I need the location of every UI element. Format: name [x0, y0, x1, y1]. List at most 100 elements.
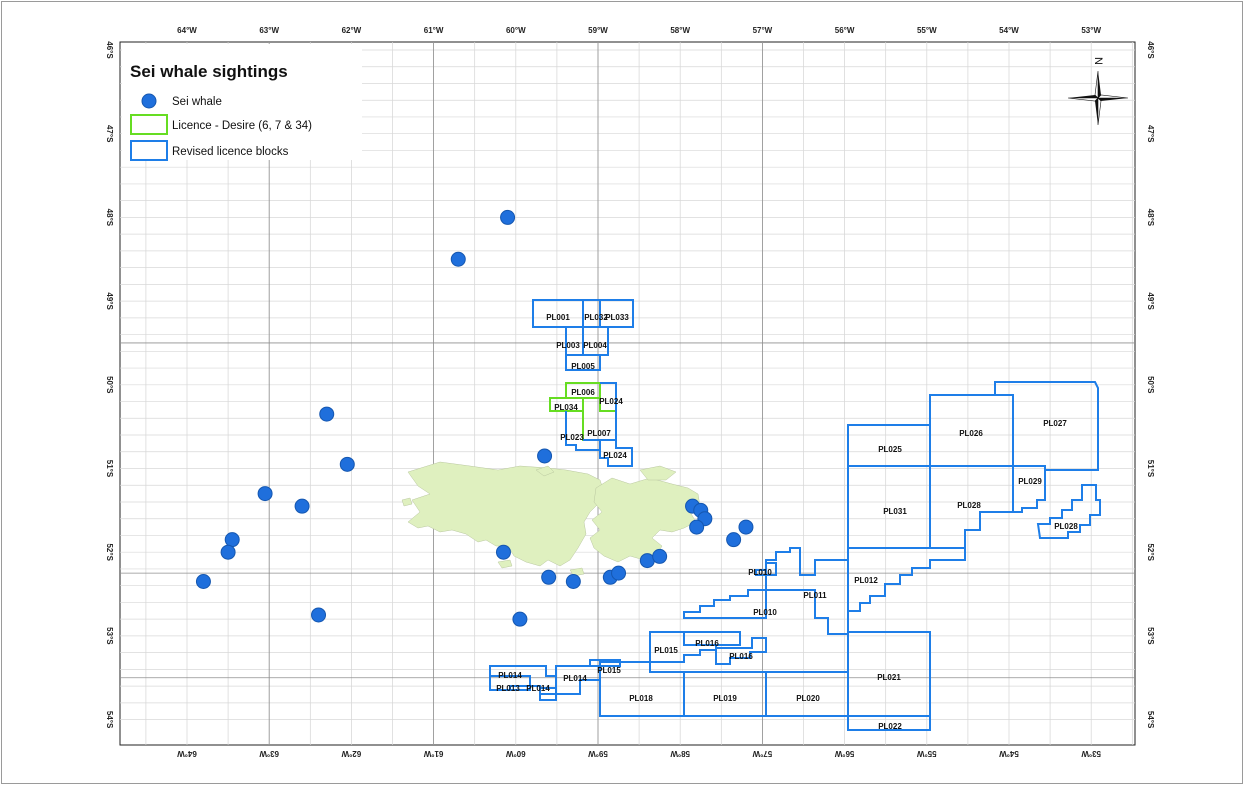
lon-label-bottom: 60°W	[506, 749, 526, 758]
block-label: PL033	[605, 313, 629, 322]
sei-whale-marker	[512, 611, 528, 627]
lat-label-left: 47°S	[105, 125, 114, 143]
block-pl024-south-outline	[599, 439, 633, 467]
lat-label-right: 51°S	[1146, 460, 1155, 478]
lon-label-top: 63°W	[259, 26, 279, 35]
block-pl012-outline	[847, 547, 966, 612]
sei-whale-marker	[738, 519, 754, 535]
lat-label-left: 54°S	[105, 711, 114, 729]
block-label: PL001	[546, 313, 570, 322]
block-label: PL026	[959, 429, 983, 438]
lon-label-bottom: 59°W	[588, 749, 608, 758]
block-pl022-outline	[847, 715, 931, 731]
block-pl016-east-outline	[715, 637, 767, 665]
block-pl013-outline	[489, 665, 557, 701]
lat-label-right: 50°S	[1146, 376, 1155, 394]
sei-whale-marker	[500, 209, 516, 225]
block-pl015-south-outline	[589, 659, 621, 667]
lat-label-right: 47°S	[1146, 125, 1155, 143]
lon-label-top: 57°W	[753, 26, 773, 35]
lon-label-top: 62°W	[342, 26, 362, 35]
lat-label-left: 53°S	[105, 627, 114, 645]
legend-title: Sei whale sightings	[130, 62, 288, 81]
sei-whale-marker	[220, 544, 236, 560]
lat-label-left: 48°S	[105, 209, 114, 227]
block-label: PL005	[571, 362, 595, 371]
legend: Sei whale sightings Sei whale Licence - …	[122, 44, 362, 161]
lon-label-bottom: 62°W	[341, 749, 361, 758]
block-label: PL028	[957, 501, 981, 510]
desire-box-icon	[130, 114, 168, 135]
sei-whale-marker	[537, 448, 553, 464]
offshore-island	[535, 465, 555, 477]
lat-label-left: 50°S	[105, 376, 114, 394]
lat-label-left: 51°S	[105, 460, 114, 478]
sei-whale-marker	[257, 486, 273, 502]
block-label: PL016	[695, 639, 719, 648]
lat-label-right: 46°S	[1146, 41, 1155, 59]
block-pl004-outline	[582, 326, 609, 356]
lat-label-right: 54°S	[1146, 711, 1155, 729]
lon-label-bottom: 55°W	[917, 749, 937, 758]
sei-whale-marker	[652, 548, 668, 564]
sei-whale-marker	[294, 498, 310, 514]
sei-whale-marker	[339, 456, 355, 472]
north-arrow-icon: N	[1067, 57, 1129, 126]
lat-label-right: 52°S	[1146, 543, 1155, 561]
lon-label-top: 59°W	[588, 26, 608, 35]
lon-label-bottom: 63°W	[259, 749, 279, 758]
major-graticule	[120, 42, 1135, 745]
lon-label-top: 61°W	[424, 26, 444, 35]
block-pl005-outline	[565, 354, 601, 371]
sei-whale-marker	[565, 573, 581, 589]
revised-licence-blocks	[489, 299, 1101, 731]
block-pl033-outline	[599, 299, 634, 328]
block-label: PL028	[1054, 522, 1078, 531]
lat-label-right: 48°S	[1146, 209, 1155, 227]
whale-circle-icon	[141, 93, 157, 109]
block-label: PL032	[584, 313, 608, 322]
block-label: PL004	[583, 341, 607, 350]
block-label: PL006	[571, 388, 595, 397]
lon-label-top: 64°W	[177, 26, 197, 35]
block-label: PL010	[753, 608, 777, 617]
east-falkland-north	[639, 465, 677, 481]
lon-label-top: 55°W	[917, 26, 937, 35]
offshore-island	[497, 559, 513, 569]
block-label: PL025	[878, 445, 902, 454]
block-label: PL014	[526, 684, 550, 693]
block-pl028-south-outline	[1036, 484, 1101, 539]
east-falkland	[589, 477, 701, 563]
lat-label-right: 53°S	[1146, 627, 1155, 645]
block-label: PL003	[556, 341, 580, 350]
graticule-labels: 64°W 64°W 63°W 63°W 62°W 62°W 61°W 61°W 60°W 60°W…	[105, 26, 1155, 758]
block-pl014-west-outline	[489, 675, 531, 691]
lon-label-bottom: 56°W	[834, 749, 854, 758]
legend-item-revised: Revised licence blocks	[172, 146, 289, 158]
legend-item-desire: Licence - Desire (6, 7 & 34)	[172, 120, 312, 132]
block-pl011-outline	[765, 547, 849, 635]
sei-whale-marker	[541, 569, 557, 585]
lon-label-top: 53°W	[1081, 26, 1101, 35]
lon-label-bottom: 58°W	[670, 749, 690, 758]
block-label: PL020	[796, 694, 820, 703]
sei-whale-marker	[726, 532, 742, 548]
lon-label-top: 56°W	[835, 26, 855, 35]
revised-box-icon	[130, 140, 168, 161]
block-label: PL012	[854, 576, 878, 585]
block-pl010-north-outline	[755, 562, 777, 576]
block-label: PL007	[587, 429, 611, 438]
lat-label-left: 49°S	[105, 292, 114, 310]
sei-whale-marker	[319, 406, 335, 422]
lat-label-right: 49°S	[1146, 292, 1155, 310]
block-label: PL019	[713, 694, 737, 703]
block-label: PL021	[877, 673, 901, 682]
lat-label-left: 52°S	[105, 543, 114, 561]
lat-label-left: 46°S	[105, 41, 114, 59]
sei-whale-marker	[495, 544, 511, 560]
block-pl010-outline	[683, 589, 767, 619]
block-label: PL027	[1043, 419, 1067, 428]
sei-whale-marker	[195, 573, 211, 589]
